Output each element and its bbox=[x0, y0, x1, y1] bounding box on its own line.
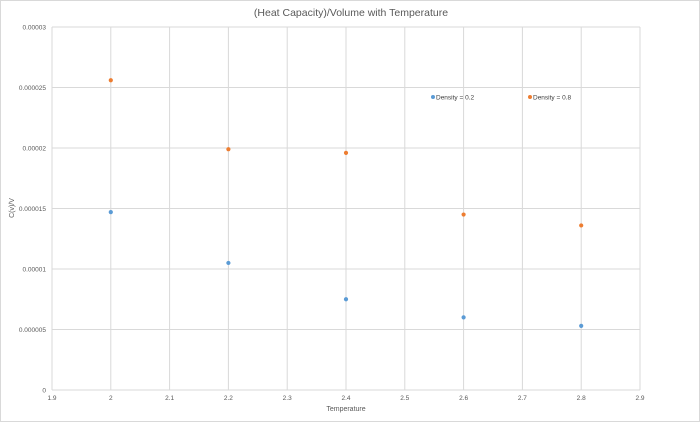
y-tick-label: 0.000025 bbox=[19, 85, 46, 92]
x-tick-label: 2.5 bbox=[400, 395, 409, 402]
grid bbox=[51, 26, 641, 391]
chart-title: (Heat Capacity)/Volume with Temperature bbox=[254, 7, 448, 19]
x-axis-label: Temperature bbox=[326, 406, 365, 413]
y-tick-label: 0.00003 bbox=[23, 25, 47, 32]
data-point-series-2 bbox=[343, 150, 349, 155]
data-points bbox=[108, 78, 584, 328]
y-tick-label: 0 bbox=[42, 388, 46, 395]
legend: Density = 0.2 Density = 0.8 bbox=[431, 94, 572, 101]
x-tick-label: 2.3 bbox=[283, 395, 292, 402]
x-tick-label: 2.7 bbox=[518, 395, 527, 402]
legend-label: Density = 0.2 bbox=[436, 94, 475, 101]
data-point-series-1 bbox=[108, 210, 113, 215]
x-tick-label: 2.4 bbox=[341, 395, 350, 402]
x-tick-label: 1.9 bbox=[47, 395, 56, 402]
x-tick-label: 2.6 bbox=[459, 395, 468, 402]
x-tick-label: 2.8 bbox=[577, 395, 586, 402]
legend-label: Density = 0.8 bbox=[533, 94, 572, 101]
y-axis-label: C(v)/V bbox=[9, 198, 16, 218]
data-point-series-1 bbox=[226, 260, 231, 266]
legend-marker bbox=[431, 95, 435, 99]
data-point-series-1 bbox=[343, 297, 349, 302]
data-point-series-1 bbox=[461, 315, 466, 320]
y-tick-label: 0.000005 bbox=[19, 327, 46, 334]
y-tick-label: 0.00001 bbox=[23, 267, 47, 274]
y-axis-ticks: 0 0.000005 0.00001 0.000015 0.00002 0.000025 0… bbox=[19, 25, 47, 395]
data-point-series-1 bbox=[579, 323, 584, 328]
x-tick-label: 2.2 bbox=[224, 395, 233, 402]
x-axis-ticks: 1.9 2 2.1 2.2 2.3 2.4 2.5 2.6 2.7 2.8 2.9 bbox=[47, 395, 644, 402]
x-tick-label: 2 bbox=[109, 395, 113, 402]
y-tick-label: 0.00002 bbox=[23, 146, 47, 153]
data-point-series-2 bbox=[226, 147, 231, 152]
data-point-series-2 bbox=[579, 223, 584, 228]
data-point-series-2 bbox=[461, 212, 466, 217]
data-point-series-2 bbox=[108, 78, 113, 83]
x-tick-label: 2.9 bbox=[635, 395, 644, 402]
x-tick-label: 2.1 bbox=[165, 395, 174, 402]
legend-marker bbox=[528, 95, 532, 99]
y-tick-label: 0.000015 bbox=[19, 206, 46, 213]
